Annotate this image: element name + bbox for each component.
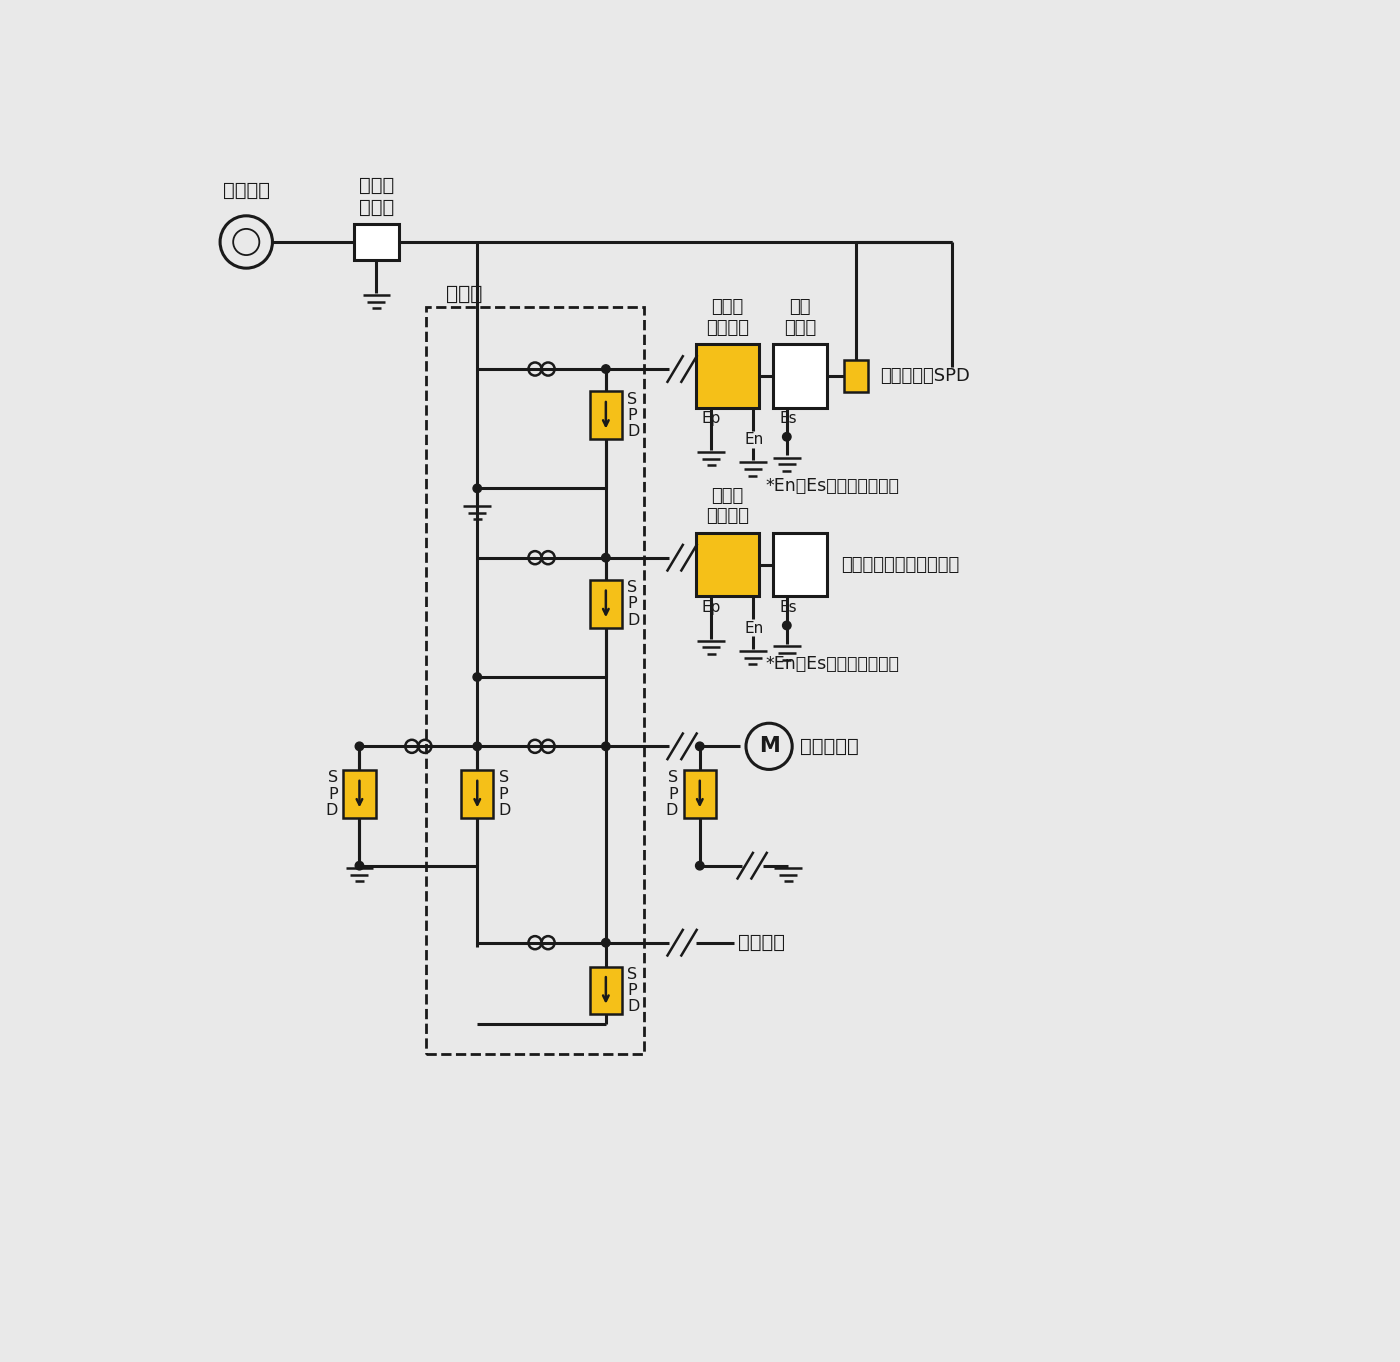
Text: *EnとEsは共用でもよい: *EnとEsは共用でもよい [766,477,899,494]
Text: サージ
シェルタ: サージ シェルタ [706,298,749,336]
Bar [844,360,868,392]
Circle shape [356,742,364,750]
Text: Ep: Ep [701,411,721,426]
Bar [696,533,759,597]
Bar [343,770,375,819]
Circle shape [602,938,610,947]
Bar [773,345,827,407]
Bar [683,770,715,819]
Circle shape [783,433,791,441]
Bar [427,308,644,1054]
Text: Es: Es [780,411,797,426]
Text: コンピュータ応用機器等: コンピュータ応用機器等 [840,556,959,573]
Bar [589,580,622,628]
Text: 他回路へ: 他回路へ [738,933,785,952]
Text: *EnとEsは共用でもよい: *EnとEsは共用でもよい [766,655,899,673]
Text: 分電盤: 分電盤 [445,285,482,304]
Circle shape [602,365,610,373]
Text: M: M [759,737,780,756]
Circle shape [473,742,482,750]
Text: S
P
D: S P D [627,580,640,628]
Circle shape [602,553,610,563]
Text: S
P
D: S P D [627,391,640,439]
Text: 電話回線: 電話回線 [223,181,270,200]
Circle shape [602,742,610,750]
Text: 電話回線用SPD: 電話回線用SPD [881,366,970,385]
Text: Es: Es [780,601,797,616]
Bar [461,770,493,819]
Bar [589,967,622,1015]
Text: S
P
D: S P D [498,771,511,817]
Circle shape [473,673,482,681]
Text: Ep: Ep [701,601,721,616]
Text: サージ
シェルタ: サージ シェルタ [706,486,749,526]
Bar [589,391,622,439]
Bar [354,223,399,260]
Bar [696,345,759,407]
Text: 動力装置等: 動力装置等 [799,737,858,756]
Text: S
P
D: S P D [326,771,337,817]
Bar [773,533,827,597]
Text: S
P
D: S P D [627,967,640,1015]
Circle shape [356,861,364,870]
Text: S
P
D: S P D [666,771,678,817]
Circle shape [696,861,704,870]
Circle shape [783,621,791,629]
Circle shape [696,742,704,750]
Text: En: En [745,432,764,447]
Text: En: En [745,621,764,636]
Text: 電話
交換機: 電話 交換機 [784,298,816,336]
Text: 加入者
保安器: 加入者 保安器 [358,176,393,218]
Circle shape [473,484,482,493]
